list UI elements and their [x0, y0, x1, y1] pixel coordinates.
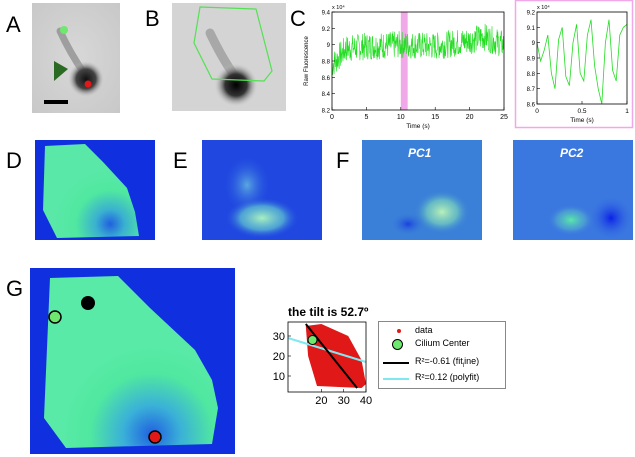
fluorescence-trace-chart: 0 5 10 15 20 25 8.2 8.4 8.6 8.8 9 9.2 9.4x 10⁴ Time (… [304, 4, 508, 130]
x-tick-label: 30 [338, 395, 350, 407]
cilium-center-marker [48, 310, 62, 324]
legend-marker-circle [392, 339, 403, 350]
arrowhead-marker [54, 61, 68, 81]
y-tick-label: 8.9 [527, 57, 536, 63]
y-tick-label: 9 [532, 41, 536, 47]
tilt-title: the tilt is 52.7º [288, 305, 369, 319]
panel-letter-a: A [6, 12, 21, 37]
x-tick-label: 10 [397, 114, 405, 121]
legend-label: R²=-0.61 (fitline) [415, 356, 480, 369]
x-axis-label: Time (s) [406, 123, 430, 130]
plot-frame [287, 321, 367, 393]
legend-label: data [415, 325, 433, 335]
trace-series [331, 23, 505, 75]
panel-letter-e: E [173, 148, 188, 173]
heatmap-pc2 [513, 140, 633, 240]
heatmap-d [35, 140, 155, 240]
panel-b-micrograph [172, 3, 286, 111]
legend-marker-dot [397, 329, 401, 333]
y-tick-label: 9.4 [322, 11, 331, 17]
y-tick-label: 8.6 [322, 76, 331, 82]
panel-a-micrograph [32, 3, 120, 113]
fit-line [305, 323, 358, 389]
x-tick-label: 25 [500, 114, 508, 121]
data-points [305, 324, 366, 388]
pc1-label: PC1 [408, 146, 432, 160]
y-tick-label: 9 [327, 43, 331, 49]
y-tick-label: 9.2 [527, 11, 536, 17]
x-axis-label: Time (s) [570, 117, 594, 124]
y-tick-label: 8.4 [322, 92, 331, 98]
legend-marker-line-cyan [383, 378, 409, 380]
y-tick-label: 8.7 [527, 87, 536, 93]
y-tick-label: 10 [273, 371, 285, 383]
cell-center-dot [84, 80, 92, 88]
panel-letter-c: C [290, 6, 306, 31]
panel-letter-g: G [6, 276, 24, 301]
y-tick-label: 20 [273, 351, 285, 363]
roi-outline [193, 6, 273, 82]
scale-bar [44, 100, 68, 104]
x-tick-label: 5 [364, 114, 368, 121]
cilium-tip-marker [81, 296, 95, 310]
heatmap-pc1 [362, 140, 482, 240]
heatmap-g [30, 268, 235, 454]
y-tick-label: 9.2 [322, 27, 331, 33]
x-tick-label: 15 [431, 114, 439, 121]
y-tick-label: 8.2 [322, 109, 331, 115]
legend-label: R²=0.12 (polyfit) [415, 372, 480, 382]
panel-letter-b: B [145, 6, 160, 31]
x-tick-label: 0.5 [577, 108, 586, 115]
inset-border [514, 0, 634, 129]
y-axis-label: Raw Fluorescence [304, 35, 310, 85]
x-tick-label: 20 [466, 114, 474, 121]
cilium-center-point [307, 335, 318, 345]
y-tick-label: 8.8 [527, 72, 536, 78]
tilt-scatter-chart: 20 30 40 10 20 30 [273, 321, 372, 407]
zoom-trace-series [536, 19, 628, 105]
y-exponent: x 10⁴ [537, 4, 550, 11]
y-tick-label: 8.6 [527, 103, 536, 109]
panel-letter-f: F [336, 148, 350, 173]
fluorescence-zoom-chart: 0 0.5 1 8.6 8.7 8.8 8.9 9 9.1 9.2x 10⁴ Time (s) [514, 0, 634, 129]
x-tick-label: 0 [535, 108, 539, 115]
panel-letter-d: D [6, 148, 22, 173]
legend-marker-line-black [383, 362, 409, 364]
pc2-label: PC2 [560, 146, 584, 160]
legend-label: Cilium Center [415, 338, 470, 348]
x-tick-label: 40 [360, 395, 372, 407]
cell-center-marker [148, 430, 162, 444]
y-exponent: x 10⁴ [332, 4, 345, 11]
x-tick-label: 0 [330, 114, 334, 121]
x-tick-label: 1 [625, 108, 629, 115]
y-tick-label: 9.1 [527, 26, 536, 32]
plot-frame [536, 11, 628, 105]
cilium-tip-dot [60, 26, 68, 34]
x-tick-label: 20 [315, 395, 327, 407]
highlight-window [400, 12, 408, 110]
heatmap-e [202, 140, 322, 240]
y-tick-label: 30 [273, 331, 285, 343]
y-tick-label: 8.8 [322, 60, 331, 66]
